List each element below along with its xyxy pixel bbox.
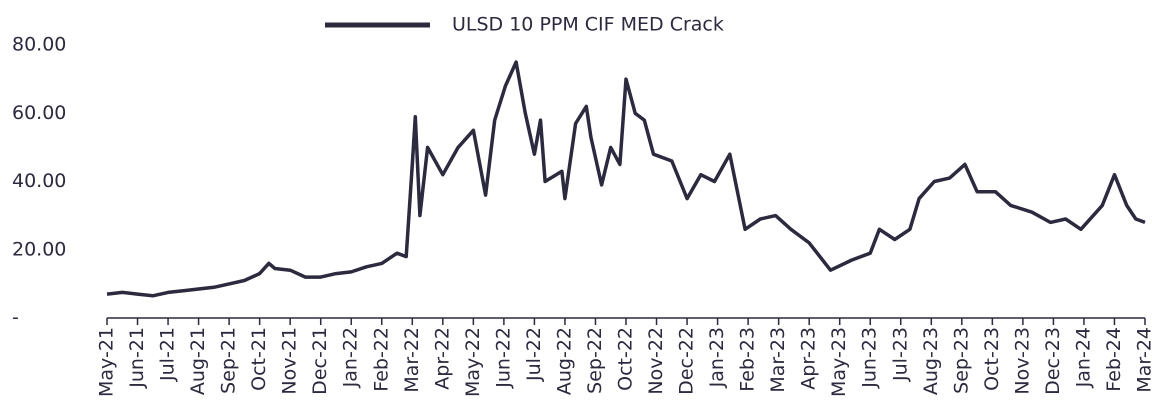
x-tick-label: Dec-22 [676, 327, 698, 395]
x-tick-label: Jan-22 [340, 327, 362, 388]
x-tick-label: Mar-22 [401, 327, 423, 393]
x-tick-label: Jul-22 [523, 327, 545, 382]
y-tick-label: 80.00 [12, 34, 66, 56]
x-tick-label: Oct-23 [981, 327, 1003, 391]
x-tick-label: Aug-23 [920, 327, 942, 395]
series-line [107, 62, 1145, 296]
x-tick-label: Jun-22 [492, 327, 514, 389]
x-tick-label: Feb-23 [737, 327, 759, 392]
x-tick-label: Jul-23 [889, 327, 911, 382]
x-tick-label: Jun-21 [126, 327, 148, 389]
x-tick-label: Nov-21 [279, 327, 301, 395]
y-tick-label: 20.00 [12, 238, 66, 260]
x-tick-label: Dec-21 [309, 327, 331, 395]
x-tick-label: Jan-23 [706, 327, 728, 388]
x-tick-label: Apr-23 [798, 327, 820, 390]
x-tick-label: Jul-21 [157, 327, 179, 382]
y-tick-label: 40.00 [12, 170, 66, 192]
x-tick-label: Oct-22 [615, 327, 637, 391]
x-tick-label: Aug-21 [187, 327, 209, 395]
x-tick-label: Nov-22 [645, 327, 667, 395]
x-tick-label: Feb-22 [370, 327, 392, 392]
x-tick-label: Nov-23 [1011, 327, 1033, 395]
x-tick-label: Sep-22 [584, 327, 606, 394]
x-tick-label: May-21 [96, 327, 118, 397]
x-tick-label: Sep-23 [950, 327, 972, 394]
x-tick-label: Sep-21 [218, 327, 240, 394]
x-tick-label: Apr-22 [431, 327, 453, 390]
x-tick-label: Jan-24 [1072, 327, 1094, 388]
x-tick-label: Mar-23 [767, 327, 789, 393]
x-tick-label: May-23 [828, 327, 850, 397]
legend-label: ULSD 10 PPM CIF MED Crack [452, 14, 724, 36]
y-tick-label: 60.00 [12, 102, 66, 124]
x-tick-label: Jun-23 [859, 327, 881, 389]
x-tick-label: Feb-24 [1103, 327, 1125, 392]
x-tick-label: Aug-22 [553, 327, 575, 395]
x-tick-label: Oct-21 [248, 327, 270, 391]
x-tick-label: May-22 [462, 327, 484, 397]
x-tick-label: Mar-24 [1134, 327, 1152, 393]
x-tick-label: Dec-23 [1042, 327, 1064, 395]
y-tick-label: - [12, 307, 19, 329]
